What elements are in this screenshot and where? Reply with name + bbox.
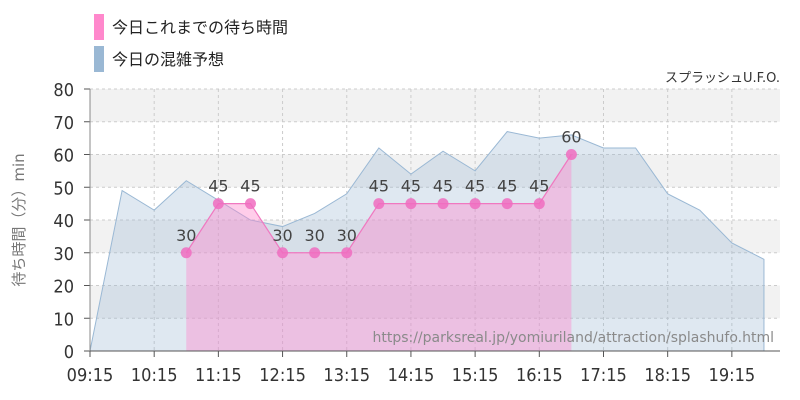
data-label: 45 xyxy=(401,177,421,196)
data-label: 30 xyxy=(176,226,196,245)
x-tick-label: 18:15 xyxy=(644,365,691,386)
x-tick-label: 17:15 xyxy=(580,365,627,386)
source-watermark: https://parksreal.jp/yomiuriland/attract… xyxy=(372,330,774,346)
data-label: 45 xyxy=(369,177,389,196)
legend-label-forecast: 今日の混雑予想 xyxy=(112,50,224,69)
data-label: 60 xyxy=(561,128,581,147)
data-label: 45 xyxy=(529,177,549,196)
actual-point xyxy=(180,247,192,259)
data-label: 30 xyxy=(337,226,357,245)
actual-area-layer xyxy=(180,149,577,351)
x-tick-label: 10:15 xyxy=(131,365,178,386)
legend-swatch-forecast xyxy=(94,46,104,72)
grid-band xyxy=(90,154,780,188)
x-tick-label: 13:15 xyxy=(323,365,370,386)
x-tick-label: 11:15 xyxy=(195,365,242,386)
x-tick-label: 09:15 xyxy=(67,365,114,386)
x-tick-label: 16:15 xyxy=(516,365,563,386)
attraction-name: スプラッシュU.F.O. xyxy=(665,71,780,86)
grid-band xyxy=(90,220,780,253)
grid-band xyxy=(90,89,780,122)
y-tick-label: 20 xyxy=(53,277,74,298)
y-tick-label: 70 xyxy=(53,113,74,134)
actual-point xyxy=(501,198,513,210)
data-label: 30 xyxy=(304,226,324,245)
data-label: 45 xyxy=(433,177,453,196)
legend-swatch-actual xyxy=(94,14,104,40)
x-tick-label: 15:15 xyxy=(452,365,499,386)
actual-point xyxy=(373,198,385,210)
data-label: 45 xyxy=(208,177,228,196)
y-axis: 0 10 20 30 40 50 60 70 80 xyxy=(53,80,91,363)
data-label: 45 xyxy=(240,177,260,196)
data-label: 30 xyxy=(272,226,292,245)
actual-point xyxy=(437,198,449,210)
actual-point xyxy=(341,247,353,259)
grid-band xyxy=(90,252,780,286)
x-tick-label: 19:15 xyxy=(709,365,756,386)
grid-band xyxy=(90,121,780,155)
y-tick-label: 60 xyxy=(53,146,74,167)
x-tick-label: 14:15 xyxy=(388,365,435,386)
forecast-area xyxy=(89,131,765,352)
actual-point xyxy=(469,198,481,210)
grid-band xyxy=(90,318,780,351)
data-label: 45 xyxy=(497,177,517,196)
actual-point xyxy=(565,149,577,160)
actual-point xyxy=(309,247,321,259)
legend-label-actual: 今日これまでの待ち時間 xyxy=(112,18,288,37)
actual-point xyxy=(405,198,417,210)
y-tick-label: 80 xyxy=(53,80,74,101)
y-axis-label: 待ち時間（分）min xyxy=(10,153,28,286)
actual-point xyxy=(212,198,224,210)
data-label: 45 xyxy=(465,177,485,196)
actual-point xyxy=(533,198,545,210)
actual-point xyxy=(277,247,289,259)
x-tick-label: 12:15 xyxy=(259,365,306,386)
data-labels: 30 45 45 30 30 30 45 45 45 45 45 45 60 xyxy=(176,128,581,245)
forecast-area-layer xyxy=(89,131,765,352)
y-tick-label: 40 xyxy=(53,211,74,232)
x-axis: 09:15 10:15 11:15 12:15 13:15 14:15 15:15 16:15… xyxy=(67,350,780,386)
y-tick-label: 50 xyxy=(53,178,74,199)
legend: 今日これまでの待ち時間 今日の混雑予想 xyxy=(94,14,288,72)
y-tick-label: 10 xyxy=(53,309,74,330)
grid-band xyxy=(90,285,780,319)
y-tick-label: 30 xyxy=(53,244,74,265)
y-tick-label: 0 xyxy=(64,342,74,363)
actual-point xyxy=(244,198,256,210)
